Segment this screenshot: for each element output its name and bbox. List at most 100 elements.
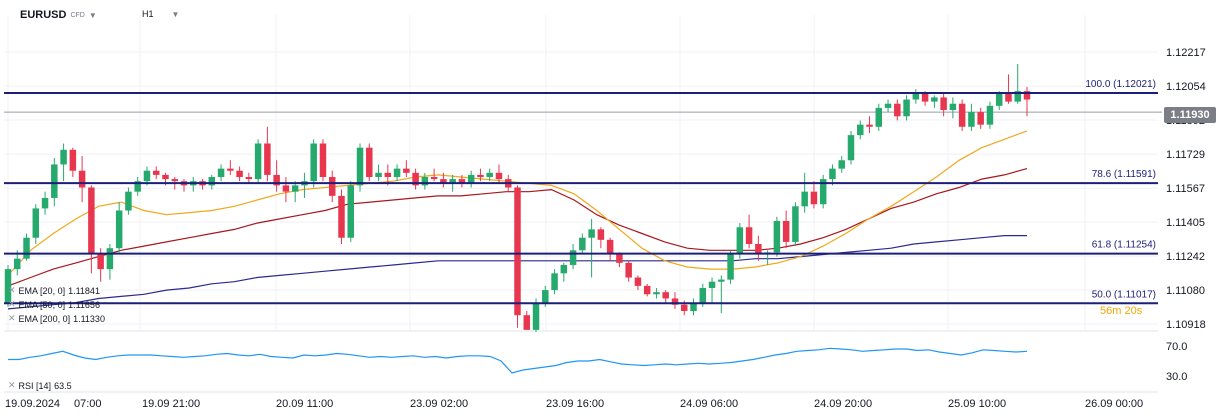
candle-up — [217, 168, 225, 178]
candle-down — [245, 177, 253, 180]
candle-up — [134, 181, 141, 192]
candle-up — [727, 254, 734, 280]
candle-up — [819, 179, 827, 205]
legend-ema200[interactable]: ✕ EMA [200, 0] 1.11330 — [8, 313, 105, 324]
candle-up — [106, 248, 114, 270]
price-tick-label: 1.11729 — [1166, 149, 1205, 161]
rsi-tick-label: 30.0 — [1166, 371, 1187, 383]
candle-up — [208, 177, 216, 186]
candle-up — [857, 124, 864, 136]
fib-level-label: 78.6 (1.11591) — [1092, 169, 1156, 180]
candle-up — [560, 264, 568, 274]
candle-up — [949, 103, 957, 111]
candle-up — [551, 273, 558, 291]
candle-up — [532, 302, 540, 330]
candle-up — [254, 143, 262, 180]
candle-up — [736, 227, 744, 255]
rsi-line — [8, 347, 1028, 374]
candle-up — [912, 93, 920, 100]
candle-down — [412, 172, 419, 186]
candle-down — [894, 103, 901, 117]
candle-up — [41, 197, 49, 209]
candle-down — [597, 229, 605, 240]
candle-up — [801, 191, 808, 207]
time-tick-label: 20.09 11:00 — [276, 398, 333, 410]
grid-lines — [4, 15, 1162, 332]
candle-up — [115, 210, 123, 249]
ema20-label: EMA [20, 0] — [18, 285, 66, 296]
time-tick-label: 19.09 21:00 — [142, 398, 200, 410]
candle-up — [486, 172, 493, 178]
candle-down — [634, 277, 642, 286]
candle-down — [440, 179, 447, 184]
candle-up — [542, 290, 549, 303]
candle-down — [921, 93, 929, 102]
legend-ema50[interactable]: ✕ EMA [50, 0] 1.11656 — [8, 299, 100, 310]
rsi-value: 63.5 — [54, 380, 72, 391]
candle-down — [458, 179, 466, 184]
candle-down — [338, 195, 345, 238]
candle-up — [60, 149, 67, 165]
candle-down — [328, 177, 336, 196]
candle-up — [32, 208, 40, 238]
symbol-selector[interactable]: EURUSD CFD ▼ — [20, 9, 97, 21]
ema200-label: EMA [200, 0] — [18, 313, 71, 324]
legend-ema20[interactable]: ✕ EMA [20, 0] 1.11841 — [8, 285, 100, 296]
candle-down — [662, 292, 669, 299]
candle-up — [968, 112, 975, 127]
candle-up — [467, 174, 475, 184]
close-icon[interactable]: ✕ — [8, 299, 16, 309]
candle-up — [708, 281, 716, 288]
time-tick-label: 23.09 16:00 — [546, 398, 604, 410]
candle-up — [23, 237, 30, 259]
candle-down — [88, 187, 95, 255]
candle-up — [579, 237, 586, 251]
candle-down — [78, 170, 86, 188]
time-axis[interactable]: 19.09.2024 07:00 19.09 21:00 20.09 11:00 23.… — [5, 398, 1143, 410]
fib-level-label: 50.0 (1.11017) — [1092, 289, 1156, 300]
chevron-down-icon[interactable]: ▼ — [171, 9, 180, 19]
candle-down — [366, 147, 373, 178]
candle-down — [69, 149, 77, 171]
timeframe-selector[interactable]: H1 ▼ — [142, 9, 179, 19]
legend-rsi[interactable]: ✕ RSI [14] 63.5 — [8, 380, 72, 391]
candle-up — [4, 269, 12, 303]
ema50-value: 1.11656 — [68, 299, 100, 310]
candle-up — [986, 105, 994, 125]
candle-down — [264, 143, 271, 175]
candle-up — [569, 250, 577, 265]
fibonacci-levels[interactable]: 100.0 (1.12021) 78.6 (1.11591) 61.8 (1.112… — [4, 79, 1158, 305]
candle-down — [755, 244, 762, 255]
close-icon[interactable]: ✕ — [8, 285, 16, 295]
candle-up — [995, 93, 1003, 106]
candle-down — [606, 239, 614, 255]
candle-timer: 56m 20s — [1100, 305, 1143, 317]
rsi-panel: 70.0 30.0 — [4, 341, 1187, 393]
candle-down — [152, 170, 160, 175]
candle-up — [838, 160, 845, 169]
candle-down — [958, 103, 966, 127]
candle-down — [745, 227, 753, 245]
candle-down — [171, 179, 178, 182]
timeframe-label: H1 — [142, 9, 154, 19]
close-icon[interactable]: ✕ — [8, 313, 16, 323]
candle-down — [97, 254, 104, 270]
price-axis[interactable]: 1.122171.120541.118921.117291.115671.114… — [1166, 47, 1206, 331]
candle-down — [162, 174, 169, 180]
rsi-label: RSI [14] — [18, 380, 52, 391]
candle-up — [143, 170, 151, 182]
fib-level-label: 100.0 (1.12021) — [1085, 79, 1156, 90]
candle-up — [718, 279, 725, 282]
candle-down — [282, 185, 290, 192]
price-tick-label: 1.12217 — [1166, 47, 1206, 59]
candle-down — [1023, 91, 1031, 100]
candle-down — [273, 174, 280, 186]
candle-up — [421, 177, 429, 186]
price-tick-label: 1.11242 — [1166, 251, 1205, 263]
chevron-down-icon[interactable]: ▼ — [88, 10, 97, 20]
candle-up — [690, 302, 697, 312]
candle-down — [625, 262, 632, 278]
close-icon[interactable]: ✕ — [8, 380, 16, 390]
candle-up — [1014, 91, 1021, 102]
